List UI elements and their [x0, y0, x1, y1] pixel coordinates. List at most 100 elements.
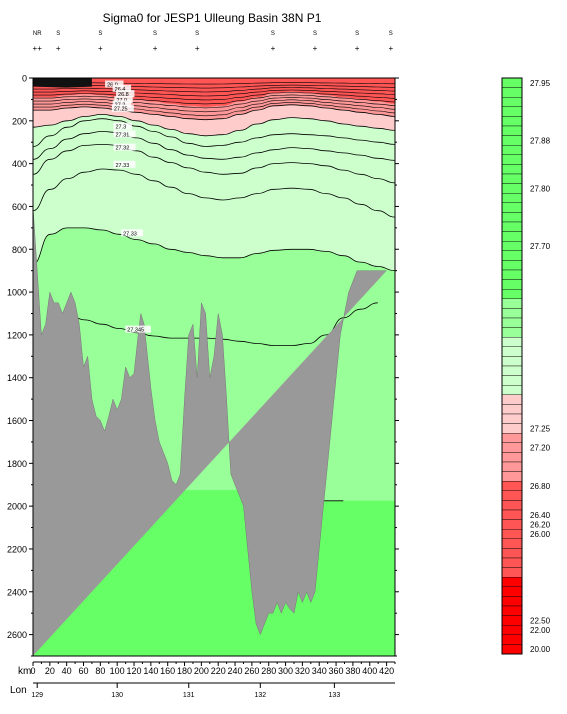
x-tick-label: 60	[79, 666, 89, 676]
colorbar-label: 27.20	[530, 444, 551, 453]
isopycnal-lines	[33, 82, 395, 502]
x-tick-label: 420	[379, 666, 394, 676]
surface-contour	[33, 94, 395, 105]
colorbar-cell	[501, 250, 523, 261]
colorbar-cell	[501, 116, 523, 127]
colorbar-cell	[501, 77, 523, 88]
isopycnal-line	[33, 131, 395, 161]
colorbar-cell	[501, 221, 523, 232]
colorbar-cell	[501, 106, 523, 117]
contour-label-bg	[113, 122, 132, 130]
colorbar-cell	[501, 519, 523, 530]
x-tick-label: 0	[30, 666, 35, 676]
x-tick-label: 240	[228, 666, 243, 676]
colorbar-cell	[501, 289, 523, 300]
y-tick-label: 1800	[7, 459, 27, 469]
station-label: S	[153, 31, 157, 37]
colorbar-cell	[501, 644, 523, 655]
colorbar-cell	[501, 557, 523, 568]
contour-label: 27.33	[116, 163, 130, 169]
y-tick-label: 0	[22, 74, 27, 84]
station-label: S	[56, 31, 60, 37]
colorbar-cell	[501, 346, 523, 357]
colorbar-cell	[501, 317, 523, 328]
isopycnal-line	[33, 118, 395, 147]
station-label: S	[271, 31, 275, 37]
contour-label-bg	[121, 229, 144, 237]
station-marker: +	[388, 44, 393, 53]
colorbar-cell	[501, 423, 523, 434]
contour-label-bg	[112, 84, 132, 92]
y-axis: 0 200 400 600 800 1000 1200 1400 1600 1800 2000 220…	[7, 74, 399, 657]
colorbar-cell	[501, 385, 523, 396]
colorbar-cell	[501, 538, 523, 549]
colorbar-label: 27.88	[530, 136, 551, 145]
lon-axis: 129 130 131 132 133	[31, 682, 395, 699]
colorbar-cell	[501, 461, 523, 472]
seafloor-topography	[33, 206, 387, 656]
station-label: S	[389, 31, 393, 37]
colorbar-label: 22.00	[530, 626, 551, 635]
colorbar-cell	[501, 567, 523, 578]
colorbar-cell	[501, 490, 523, 501]
contour-label-bg	[105, 80, 124, 88]
colorbar-cell	[501, 625, 523, 636]
x-tick-label: 80	[95, 666, 105, 676]
surface-contour	[33, 97, 395, 109]
contour-label: 26.0	[107, 82, 118, 88]
colorbar-cell	[501, 615, 523, 626]
x-tick-label: 40	[62, 666, 72, 676]
colorbar-cell	[501, 231, 523, 242]
colorbar-cell	[501, 260, 523, 271]
colorbar-cell	[501, 375, 523, 386]
colorbar-cell	[501, 365, 523, 376]
colorbar-cell	[501, 394, 523, 405]
y-tick-label: 600	[12, 202, 27, 212]
station-marker: +	[313, 44, 318, 53]
isopycnal-line	[33, 227, 395, 272]
surface-contour	[33, 101, 395, 117]
contour-label-bg	[112, 100, 132, 108]
colorbar-cell	[501, 202, 523, 213]
station-label: S	[195, 31, 199, 37]
colorbar-label: 22.50	[530, 616, 551, 625]
lon-axis-label: Lon	[10, 685, 27, 696]
colorbar-cell	[501, 548, 523, 559]
contour-label: 27.33	[123, 231, 137, 237]
colorbar-cell	[501, 144, 523, 155]
colorbar-cell	[501, 154, 523, 165]
contour-label-bg	[113, 160, 136, 168]
colorbar-cell	[501, 298, 523, 309]
station-marker: +	[195, 44, 200, 53]
y-tick-label: 200	[12, 116, 27, 126]
contour-label-bg	[125, 325, 151, 333]
colorbar-cell	[501, 173, 523, 184]
colorbar-cell	[501, 413, 523, 424]
colorbar-cell	[501, 183, 523, 194]
lon-tick-label: 131	[183, 692, 195, 699]
x-tick-label: 100	[110, 666, 125, 676]
y-tick-label: 2200	[7, 544, 27, 554]
surface-contour	[33, 82, 395, 85]
x-tick-label: 380	[345, 666, 360, 676]
colorbar-cell	[501, 442, 523, 453]
surface-contour	[33, 89, 395, 97]
colorbar-cell	[501, 240, 523, 251]
plot-frame	[32, 77, 396, 657]
plot-area: 26.026.426.827.027.227.2527.327.3127.322…	[33, 78, 395, 656]
x-tick-label: 280	[261, 666, 276, 676]
colorbar-label: 27.25	[530, 424, 551, 433]
y-tick-label: 2000	[7, 502, 27, 512]
y-tick-label: 800	[12, 245, 27, 255]
colorbar-cell	[501, 471, 523, 482]
colorbar-label: 27.70	[530, 242, 551, 251]
colorbar-cell	[501, 586, 523, 597]
isopycnal-line	[33, 143, 395, 184]
colorbar-cell	[501, 269, 523, 280]
colorbar-cell	[501, 135, 523, 146]
contour-label-bg	[111, 104, 134, 112]
station-marker-row: ++ + + + + + + + +	[33, 44, 394, 53]
contour-label: 27.31	[116, 132, 130, 138]
y-tick-label: 1400	[7, 373, 27, 383]
x-tick-label: 200	[194, 666, 209, 676]
